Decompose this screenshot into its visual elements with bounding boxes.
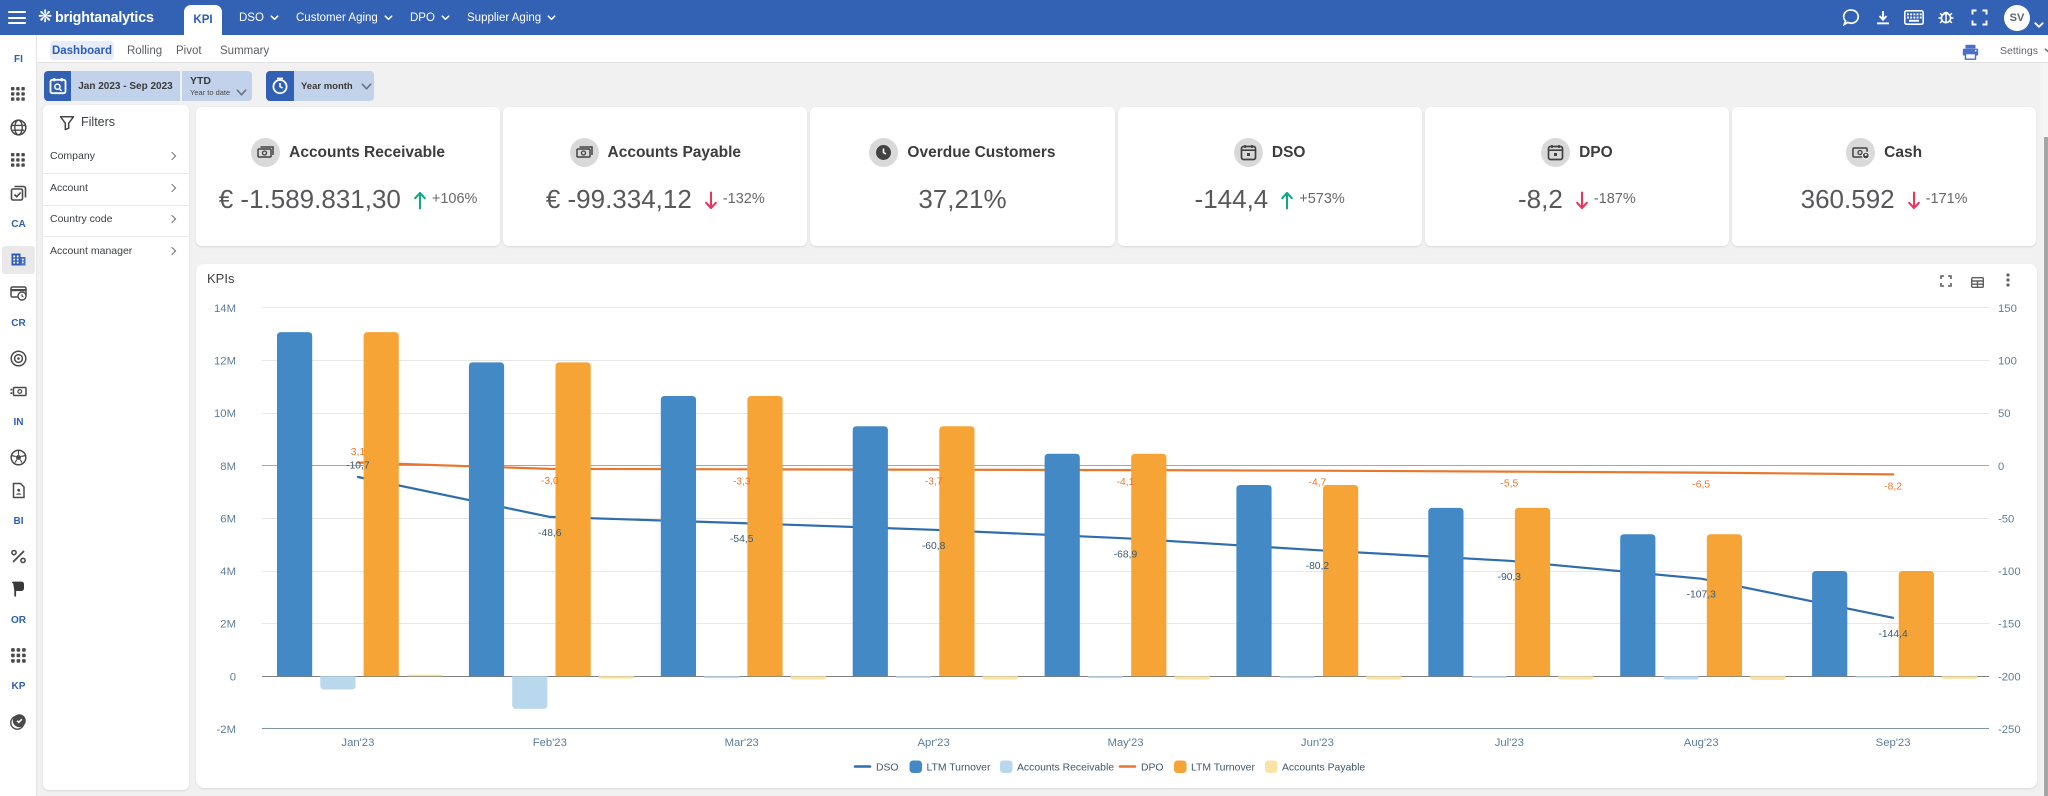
svg-text:-4,7: -4,7 (1309, 478, 1327, 489)
svg-text:12M: 12M (214, 356, 236, 368)
svg-text:3,1: 3,1 (351, 447, 366, 458)
svg-text:-48,6: -48,6 (538, 528, 562, 539)
svg-text:150: 150 (1998, 303, 2017, 315)
svg-text:-2M: -2M (217, 724, 236, 736)
svg-text:100: 100 (1998, 356, 2017, 368)
svg-text:Aug'23: Aug'23 (1684, 737, 1719, 749)
svg-text:-10,7: -10,7 (346, 461, 370, 472)
svg-text:-6,5: -6,5 (1692, 480, 1710, 491)
svg-text:DSO: DSO (876, 763, 899, 774)
svg-text:-80,2: -80,2 (1306, 561, 1330, 572)
svg-text:-8,2: -8,2 (1884, 481, 1902, 492)
svg-text:-4,1: -4,1 (1117, 477, 1135, 488)
svg-text:May'23: May'23 (1107, 737, 1143, 749)
svg-text:-3,3: -3,3 (733, 476, 751, 487)
svg-text:-60,8: -60,8 (922, 541, 946, 552)
svg-text:Feb'23: Feb'23 (533, 737, 567, 749)
svg-text:-107,3: -107,3 (1687, 590, 1716, 601)
svg-text:Jan'23: Jan'23 (341, 737, 374, 749)
svg-text:Accounts Payable: Accounts Payable (1282, 763, 1365, 774)
svg-text:-100: -100 (1998, 566, 2021, 578)
svg-text:2M: 2M (220, 619, 236, 631)
svg-text:-90,3: -90,3 (1498, 572, 1522, 583)
svg-text:-250: -250 (1998, 724, 2021, 736)
svg-text:Mar'23: Mar'23 (725, 737, 759, 749)
svg-text:Jun'23: Jun'23 (1301, 737, 1334, 749)
svg-text:Jul'23: Jul'23 (1495, 737, 1524, 749)
svg-text:Accounts Receivable: Accounts Receivable (1017, 763, 1114, 774)
svg-text:-3,0: -3,0 (541, 476, 559, 487)
svg-text:14M: 14M (214, 303, 236, 315)
svg-text:4M: 4M (220, 566, 236, 578)
svg-text:-150: -150 (1998, 619, 2021, 631)
svg-text:-3,7: -3,7 (925, 477, 943, 488)
svg-text:50: 50 (1998, 408, 2011, 420)
svg-text:Sep'23: Sep'23 (1876, 737, 1911, 749)
svg-text:-50: -50 (1998, 513, 2014, 525)
svg-text:0: 0 (230, 671, 236, 683)
svg-text:-68,9: -68,9 (1114, 549, 1138, 560)
svg-text:8M: 8M (220, 461, 236, 473)
svg-text:-200: -200 (1998, 671, 2021, 683)
svg-text:-144,4: -144,4 (1878, 629, 1907, 640)
svg-text:10M: 10M (214, 408, 236, 420)
svg-text:LTM Turnover: LTM Turnover (927, 763, 991, 774)
svg-text:6M: 6M (220, 513, 236, 525)
svg-text:0: 0 (1998, 461, 2004, 473)
svg-text:-54,5: -54,5 (730, 534, 754, 545)
svg-text:-5,5: -5,5 (1500, 479, 1518, 490)
svg-text:DPO: DPO (1141, 763, 1164, 774)
svg-text:LTM Turnover: LTM Turnover (1191, 763, 1255, 774)
svg-text:Apr'23: Apr'23 (917, 737, 949, 749)
